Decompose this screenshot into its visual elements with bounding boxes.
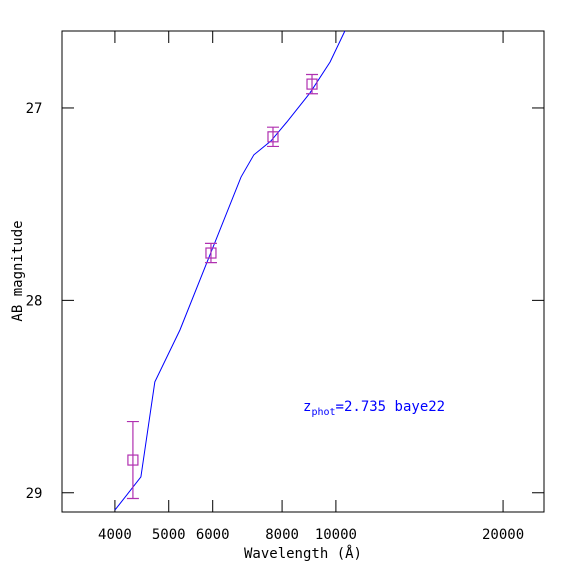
- x-tick-label: 20000: [482, 527, 524, 543]
- x-tick-label: 5000: [152, 527, 186, 543]
- error-bar: [306, 73, 319, 95]
- x-tick-label: 4000: [98, 527, 132, 543]
- plot-frame: [61, 30, 545, 513]
- data-point: [127, 454, 139, 466]
- y-axis-label: AB magnitude: [10, 220, 26, 321]
- error-bar: [266, 126, 279, 148]
- y-tick-label: 29: [26, 486, 43, 502]
- x-axis-label: Wavelength (Å): [244, 545, 362, 562]
- y-tick-label: 27: [26, 101, 43, 117]
- annotation-rest: =2.735 baye22: [336, 399, 446, 415]
- annotation-main: z: [303, 399, 311, 415]
- model-line: [114, 30, 346, 511]
- data-point: [205, 247, 217, 259]
- error-bar: [204, 242, 217, 264]
- x-tick-label: 10000: [315, 527, 357, 543]
- error-bar: [126, 420, 139, 500]
- y-tick-label: 28: [26, 293, 43, 309]
- data-point: [267, 131, 279, 143]
- x-tick-label: 6000: [196, 527, 230, 543]
- x-tick-label: 8000: [265, 527, 299, 543]
- annotation-sub: phot: [311, 407, 335, 418]
- annotation: zphot=2.735 baye22: [303, 399, 445, 418]
- data-point: [306, 78, 318, 90]
